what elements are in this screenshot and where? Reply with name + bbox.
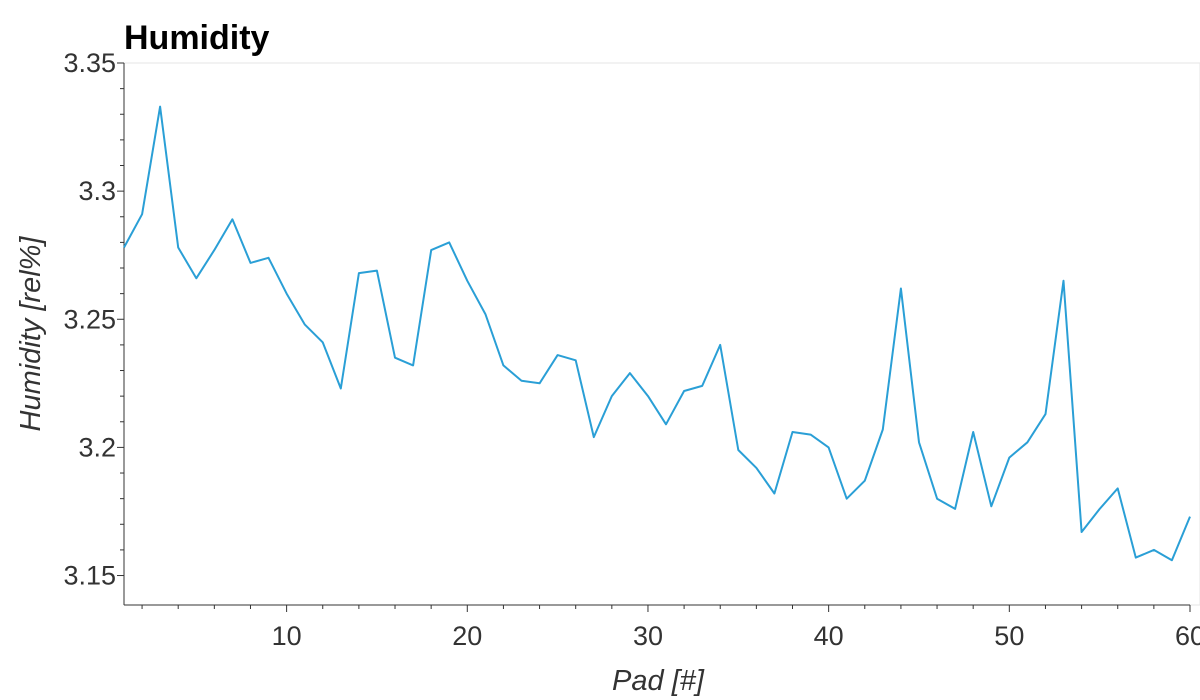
x-tick-label: 60 [1175,621,1200,651]
x-tick-label: 20 [452,621,482,651]
data-point [701,384,704,387]
data-point [538,382,541,385]
data-point [466,279,469,282]
data-point [628,372,631,375]
data-point [375,269,378,272]
data-point [339,387,342,390]
data-point [141,213,144,216]
chart-title: Humidity [124,19,270,57]
data-point [430,249,433,252]
data-point [448,241,451,244]
data-point [357,272,360,275]
data-point [321,341,324,344]
data-point [213,249,216,252]
data-point [574,359,577,362]
data-point [1134,556,1137,559]
x-tick-label: 30 [633,621,663,651]
data-point [683,390,686,393]
data-point [1152,548,1155,551]
y-tick-label: 3.25 [63,304,116,334]
data-point [972,431,975,434]
data-point [1116,487,1119,490]
data-point [159,105,162,108]
data-point [863,479,866,482]
data-point [1044,413,1047,416]
data-point [646,395,649,398]
data-point [917,441,920,444]
data-point [123,246,126,249]
data-point [267,256,270,259]
data-point [899,287,902,290]
data-point [1080,530,1083,533]
data-point [755,466,758,469]
data-point [1098,507,1101,510]
data-point [773,492,776,495]
humidity-series-line [123,105,1191,562]
data-point [592,436,595,439]
data-point [1170,559,1173,562]
data-point [845,497,848,500]
x-tick-label: 10 [272,621,302,651]
data-point [610,395,613,398]
data-point [881,428,884,431]
data-point [195,277,198,280]
data-point [556,354,559,357]
x-tick-label: 50 [994,621,1024,651]
data-point [665,423,668,426]
data-point [285,292,288,295]
data-point [231,218,234,221]
y-axis: 3.15 3.2 3.25 3.3 3.35 [63,48,125,605]
data-point [502,364,505,367]
data-points [123,105,1192,562]
data-point [719,343,722,346]
data-point [737,448,740,451]
data-point [520,379,523,382]
data-point [990,505,993,508]
data-point [827,446,830,449]
data-point [809,433,812,436]
y-tick-label: 3.15 [63,561,116,591]
data-point [1008,456,1011,459]
y-tick-label: 3.3 [78,176,116,206]
x-tick-label: 40 [814,621,844,651]
data-point [249,261,252,264]
data-point [484,313,487,316]
y-axis-label: Humidity [rel%] [15,236,47,432]
y-tick-label: 3.2 [78,432,116,462]
data-point [1026,441,1029,444]
plot-area-frame [123,62,1200,606]
data-point [303,323,306,326]
y-tick-label: 3.35 [63,48,116,78]
data-point [791,431,794,434]
data-point [1189,515,1192,518]
data-point [954,507,957,510]
x-axis-label: Pad [#] [612,665,705,697]
data-point [1062,279,1065,282]
data-point [936,497,939,500]
data-point [412,364,415,367]
data-point [394,356,397,359]
data-point [177,246,180,249]
x-axis: 10 20 30 40 50 60 [124,604,1200,651]
